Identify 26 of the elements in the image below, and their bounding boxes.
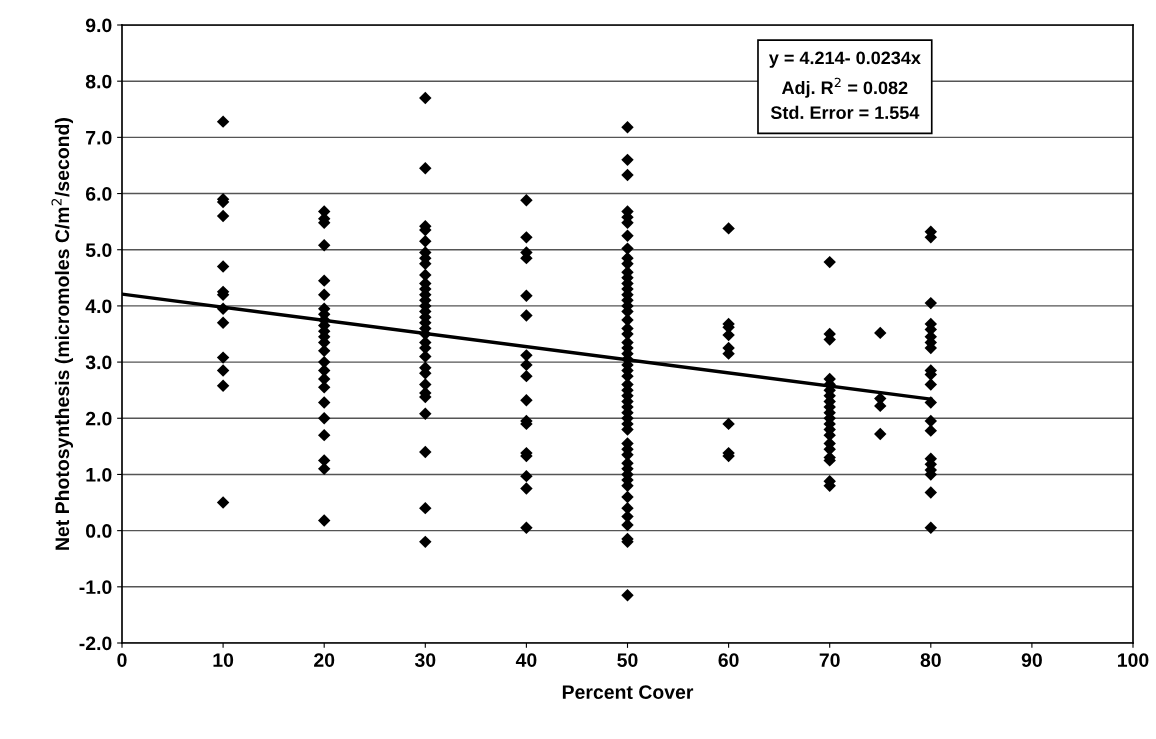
y-axis-title: Net Photosynthesis (micromoles C/m$^{2}$/second) [51,118,74,550]
x-tick-label: 10 [213,653,234,667]
y-tick-label: 5.0 [85,243,112,257]
x-tick-label: 0 [117,653,127,667]
x-tick-label: 100 [1118,653,1149,667]
x-tick-label: 60 [718,653,739,667]
annotation: y = 4.214- 0.0234x Adj. R$^{2}$ = 0.082 Std. Error = 1.554 [768,51,921,120]
x-axis-title: Percent Cover [562,685,694,700]
y-tick-label: 8.0 [85,74,112,89]
y-tick-label: 0.0 [86,524,112,538]
x-tick-label: 40 [515,653,537,667]
y-tick-label: -1.0 [79,580,112,595]
x-tick-label: 90 [1021,653,1042,667]
x-tick-label: 50 [617,653,638,667]
y-tick-label: 1.0 [86,467,112,482]
y-tick-label: 6.0 [85,187,112,201]
x-tick-label: 30 [414,653,436,668]
y-tick-label: -2.0 [79,636,112,651]
y-tick-label: 3.0 [85,355,112,370]
y-tick-label: 9.0 [85,18,112,33]
y-tick-label: 2.0 [85,411,112,426]
y-tick-label: 7.0 [86,130,112,145]
x-tick-label: 20 [314,653,335,667]
x-tick-label: 70 [819,653,840,667]
x-tick-label: 80 [920,653,941,667]
y-tick-label: 4.0 [85,299,112,314]
